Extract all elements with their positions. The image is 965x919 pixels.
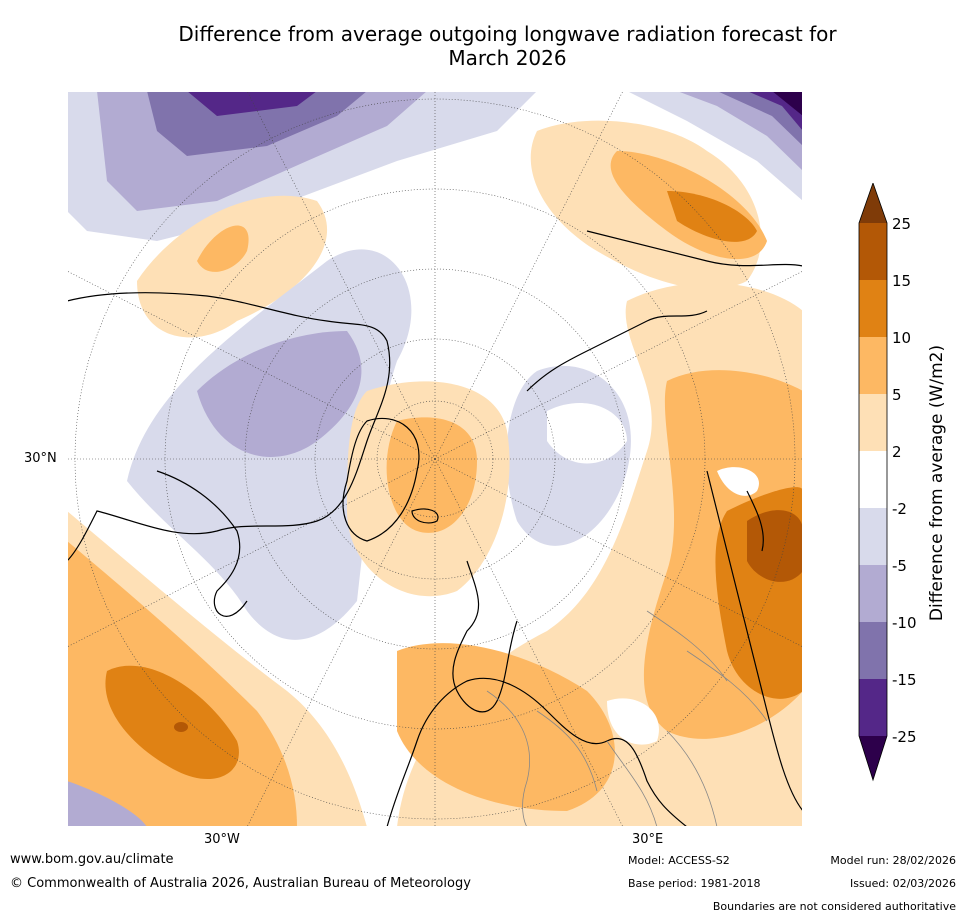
coastline-hudson-bay (156, 470, 248, 617)
coastline-greenland (342, 417, 420, 542)
country-boundaries (486, 610, 768, 827)
map-title: Difference from average outgoing longwav… (80, 22, 935, 70)
colorbar-segment-m5-m10 (859, 565, 887, 622)
footer-url[interactable]: www.bom.gov.au/climate (10, 852, 174, 867)
coastline-siberia (586, 230, 803, 267)
lat-label-30n: 30°N (24, 451, 57, 466)
coastline-siberia-arctic (526, 310, 708, 392)
olr-anomaly-map (67, 91, 803, 827)
coastline-japan (746, 490, 764, 552)
coastline-east-asia (706, 470, 803, 812)
colorbar-segment-10-15 (859, 280, 887, 337)
colorbar-tick-5: 5 (892, 386, 902, 404)
colorbar-tick-m2: -2 (892, 500, 907, 518)
graticule (67, 91, 803, 827)
footer-model: Model: ACCESS-S2 (628, 854, 730, 867)
coastline-iceland (411, 508, 439, 524)
colorbar-extend-top (859, 183, 887, 223)
title-line-2: March 2026 (448, 46, 567, 70)
negative-anomaly-core-canada (197, 331, 362, 457)
colorbar-segment-2-5 (859, 394, 887, 451)
colorbar-segment-m15-m25 (859, 679, 887, 736)
very-strong-negative-anomaly-north-pacific (187, 91, 317, 116)
title-line-1: Difference from average outgoing longwav… (178, 22, 837, 46)
coastline-europe (386, 677, 688, 827)
colorbar-tick-2: 2 (892, 443, 902, 461)
colorbar-tick-15: 15 (892, 272, 911, 290)
coastline-north-america (67, 292, 391, 562)
lon-label-30w: 30°W (204, 832, 240, 847)
coastline-scandinavia (452, 560, 518, 713)
coastlines (67, 230, 803, 827)
colorbar-tick-m15: -15 (892, 671, 917, 689)
colorbar-extend-bottom (859, 736, 887, 780)
colorbar-tick-10: 10 (892, 329, 911, 347)
colorbar-segment-15-25 (859, 223, 887, 280)
colorbar-segment-m2-m5 (859, 508, 887, 565)
strong-negative-anomaly-north-pacific (147, 91, 367, 156)
colorbar-segment-m10-m15 (859, 622, 887, 679)
footer-model-run: Model run: 28/02/2026 (830, 854, 956, 867)
footer-base-period: Base period: 1981-2018 (628, 877, 761, 890)
footer-copyright: © Commonwealth of Australia 2026, Austra… (10, 876, 471, 891)
colorbar-segment-neutral (859, 451, 887, 508)
colorbar-tick-m5: -5 (892, 557, 907, 575)
colorbar-tick-m10: -10 (892, 614, 917, 632)
colorbar-segment-5-10 (859, 337, 887, 394)
colorbar: 25 15 10 5 2 -2 -5 -10 -15 -25 (855, 181, 965, 783)
colorbar-tick-m25: -25 (892, 728, 917, 746)
colorbar-tick-25: 25 (892, 215, 911, 233)
footer-issued: Issued: 02/03/2026 (849, 877, 956, 890)
footer-disclaimer: Boundaries are not considered authoritat… (712, 900, 956, 913)
lon-label-30e: 30°E (632, 832, 664, 847)
